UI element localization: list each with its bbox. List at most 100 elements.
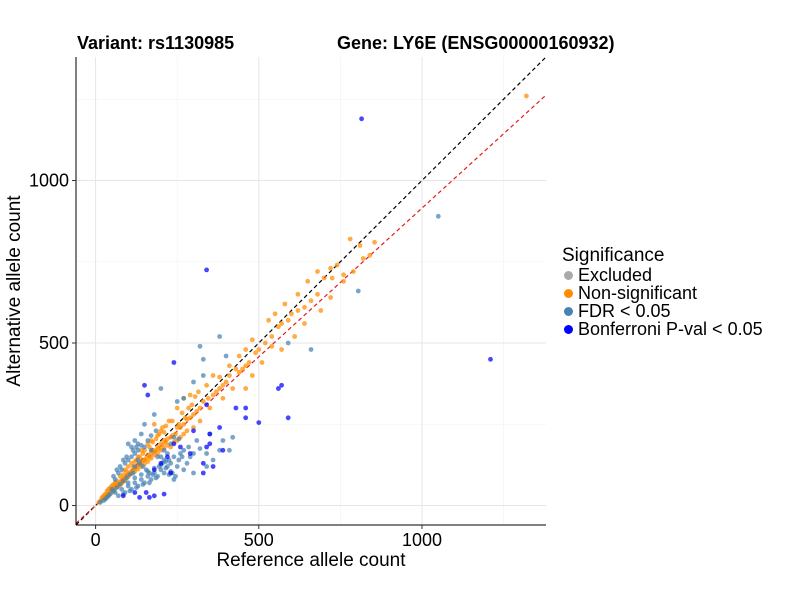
- data-point: [191, 425, 196, 430]
- data-point: [227, 447, 232, 453]
- data-point: [138, 443, 144, 448]
- data-point: [176, 421, 182, 427]
- data-point: [372, 239, 377, 245]
- legend-item-bonferroni: Bonferroni P-val < 0.05: [562, 319, 763, 339]
- data-point: [151, 412, 157, 417]
- data-point: [151, 421, 157, 427]
- data-point: [169, 418, 175, 424]
- data-point: [194, 438, 200, 443]
- data-point: [158, 454, 164, 460]
- data-point: [163, 465, 169, 471]
- data-point: [129, 454, 134, 460]
- data-point: [302, 321, 307, 326]
- data-point: [125, 480, 131, 486]
- data-point: [207, 431, 213, 437]
- data-point: [191, 470, 196, 476]
- legend-title: Significance: [562, 245, 665, 266]
- data-point: [256, 347, 262, 352]
- data-point: [184, 428, 190, 434]
- data-point: [292, 334, 298, 339]
- data-point: [488, 356, 493, 362]
- data-point: [109, 483, 115, 489]
- legend-label: Non-significant: [578, 282, 698, 303]
- data-point: [186, 405, 192, 411]
- legend-label: FDR < 0.05: [578, 300, 671, 321]
- data-point: [132, 490, 138, 495]
- data-point: [176, 457, 182, 463]
- data-point: [181, 431, 187, 437]
- data-point: [161, 430, 167, 435]
- data-point: [315, 269, 320, 274]
- data-point: [233, 366, 239, 372]
- data-point: [246, 360, 252, 365]
- data-point: [217, 447, 223, 453]
- data-point: [302, 304, 307, 310]
- data-point: [204, 267, 210, 273]
- data-point: [328, 295, 333, 300]
- data-point: [204, 402, 210, 408]
- data-point: [187, 392, 193, 398]
- data-point: [197, 418, 203, 424]
- legend-swatch: [564, 306, 573, 316]
- data-point: [192, 394, 198, 399]
- data-point: [240, 366, 245, 372]
- data-point: [107, 491, 113, 497]
- data-point: [204, 464, 210, 469]
- data-point: [262, 340, 268, 346]
- data-point: [253, 350, 258, 356]
- legend-swatch: [564, 324, 573, 334]
- data-point: [127, 488, 133, 494]
- data-point: [117, 482, 123, 487]
- data-point: [151, 467, 157, 473]
- data-point: [134, 485, 139, 490]
- data-point: [134, 444, 139, 450]
- x-tick-label: 0: [91, 530, 101, 550]
- data-point: [357, 243, 363, 248]
- data-point: [114, 467, 120, 473]
- data-point: [174, 405, 180, 411]
- data-point: [220, 438, 226, 443]
- reference-line-identity: [75, 56, 547, 526]
- data-point: [158, 386, 164, 391]
- data-point: [171, 441, 177, 447]
- data-point: [163, 423, 169, 429]
- data-point: [161, 470, 167, 476]
- data-point: [191, 428, 196, 434]
- data-point: [114, 485, 120, 490]
- data-point: [138, 431, 144, 437]
- data-point: [191, 379, 196, 385]
- data-point: [276, 324, 281, 330]
- data-point: [223, 353, 229, 359]
- data-point: [178, 444, 183, 450]
- data-point: [295, 308, 301, 313]
- data-point: [279, 382, 284, 388]
- data-point: [111, 488, 116, 494]
- x-tick-label: 1000: [402, 530, 442, 550]
- data-point: [187, 451, 193, 456]
- data-point: [328, 265, 333, 271]
- series-fdr-0-05: [98, 213, 441, 505]
- data-point: [138, 472, 144, 477]
- data-point: [315, 291, 320, 297]
- data-point: [117, 464, 123, 469]
- data-point: [524, 93, 529, 99]
- data-point: [125, 464, 131, 469]
- data-point: [341, 278, 346, 284]
- y-tick-label: 500: [39, 333, 69, 353]
- data-point: [217, 386, 223, 391]
- y-tick-label: 0: [59, 496, 69, 516]
- data-point: [158, 460, 164, 466]
- data-point: [153, 428, 159, 434]
- data-point: [243, 363, 249, 369]
- data-point: [140, 464, 146, 469]
- data-point: [285, 317, 291, 323]
- data-point: [124, 454, 129, 460]
- legend-item-non-significant: Non-significant: [562, 282, 763, 303]
- data-point: [279, 321, 284, 326]
- data-point: [145, 392, 151, 398]
- data-point: [132, 464, 138, 469]
- data-point: [191, 412, 196, 417]
- data-point: [351, 269, 356, 274]
- data-point: [233, 405, 239, 411]
- data-point: [137, 495, 143, 500]
